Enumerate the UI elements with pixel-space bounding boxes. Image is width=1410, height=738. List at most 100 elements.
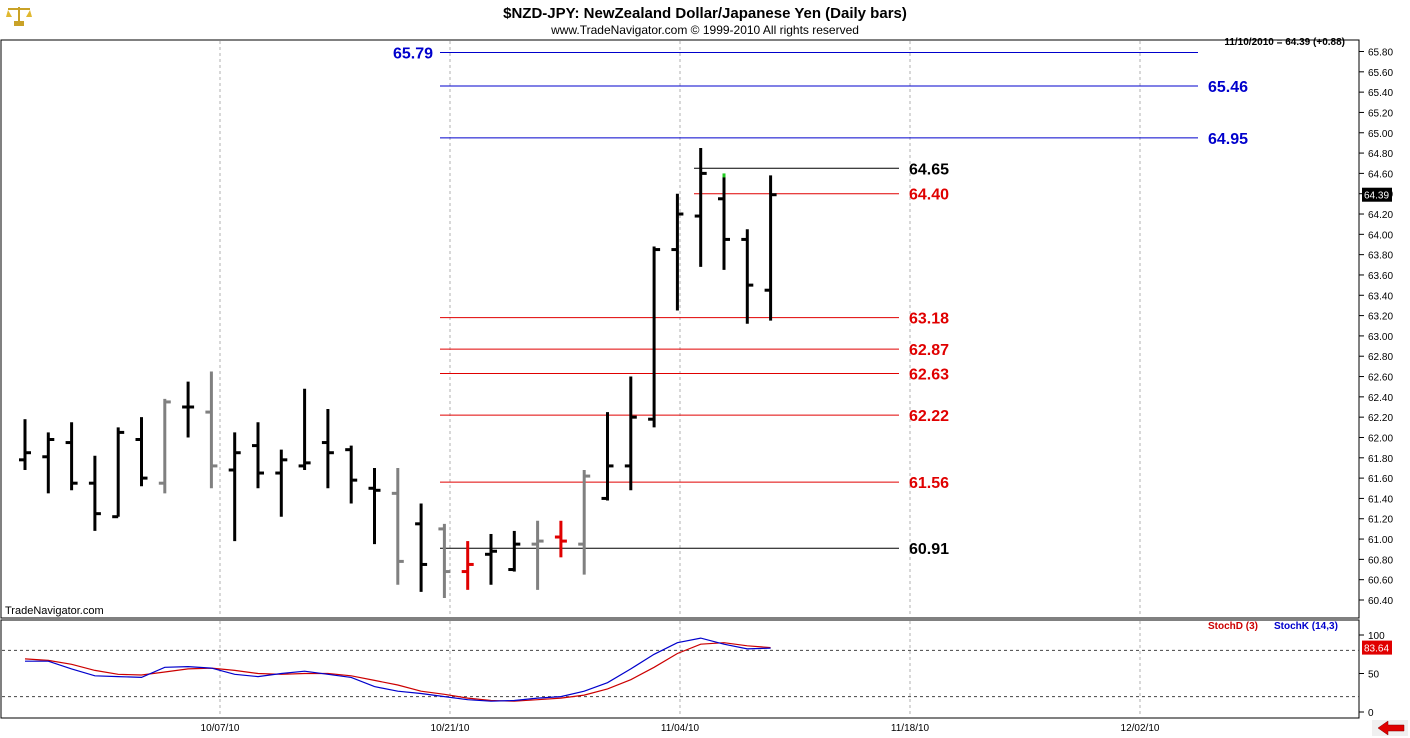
ohlc-bar: [741, 229, 754, 324]
ohlc-bar: [764, 175, 777, 321]
ohlc-bar: [671, 193, 684, 311]
y-tick-label: 61.60: [1368, 474, 1393, 485]
ohlc-bar: [298, 388, 311, 470]
x-tick-label: 11/04/10: [661, 723, 700, 734]
ohlc-bar: [648, 246, 661, 428]
price-pane: [0, 39, 1360, 619]
legend-stoch-k: StochK (14,3): [1274, 621, 1338, 632]
ohlc-bar: [601, 412, 614, 501]
ohlc-bar: [345, 445, 358, 504]
copyright-text: www.TradeNavigator.com © 1999-2010 All r…: [550, 23, 859, 37]
ohlc-bar: [438, 523, 451, 598]
level-label: 62.22: [909, 408, 949, 425]
level-label: 65.79: [393, 46, 433, 63]
level-label: 62.63: [909, 366, 949, 383]
y-tick-label: 63.60: [1368, 271, 1393, 282]
ohlc-bar: [368, 467, 381, 545]
y-tick-label: 60.60: [1368, 576, 1393, 587]
left-arrow-icon[interactable]: [1372, 720, 1408, 736]
y-tick-label: 65.80: [1368, 48, 1393, 59]
stoch-k-line: [25, 637, 771, 702]
ohlc-bar: [42, 432, 55, 494]
ohlc-bar: [275, 449, 288, 517]
y-tick-label: 61.40: [1368, 494, 1393, 505]
y-tick-label: 62.40: [1368, 393, 1393, 404]
y-tick-label: 64.00: [1368, 230, 1393, 241]
ohlc-bar: [554, 520, 567, 558]
x-tick-label: 10/07/10: [201, 723, 240, 734]
ohlc-bar: [694, 147, 707, 267]
y-tick-label: 64.20: [1368, 210, 1393, 221]
ohlc-bar: [19, 419, 31, 470]
ohlc-bar: [508, 530, 521, 572]
ohlc-bar: [205, 371, 218, 489]
y-tick-label: 63.40: [1368, 291, 1393, 302]
ohlc-bar: [461, 541, 474, 590]
y-tick-label: 65.60: [1368, 68, 1393, 79]
logo-icon: [6, 7, 32, 26]
level-label: 63.18: [909, 311, 949, 328]
last-quote: 11/10/2010 = 64.39 (+0.88): [1224, 37, 1345, 48]
y-tick-label: 62.20: [1368, 413, 1393, 424]
y-tick-label: 63.20: [1368, 312, 1393, 323]
y-tick-label: 60.40: [1368, 596, 1393, 607]
y-tick-label: 63.80: [1368, 251, 1393, 262]
y-tick-label: 64.60: [1368, 169, 1393, 180]
ohlc-bar: [391, 467, 404, 585]
ohlc-bar: [158, 398, 171, 494]
ohlc-bar: [578, 469, 591, 575]
stoch-y-tick-label: 100: [1368, 631, 1385, 642]
y-tick-label: 63.00: [1368, 332, 1393, 343]
level-label: 64.40: [909, 187, 949, 204]
ohlc-bar: [252, 422, 264, 489]
level-label: 65.46: [1208, 79, 1248, 96]
stoch-value-tag: [1362, 640, 1392, 655]
y-tick-label: 62.60: [1368, 373, 1393, 384]
stoch-y-tick-label: 0: [1368, 708, 1374, 719]
y-tick-label: 61.80: [1368, 454, 1393, 465]
ohlc-bar: [228, 432, 241, 542]
y-tick-label: 65.00: [1368, 129, 1393, 140]
ohlc-bar: [135, 417, 148, 487]
stochastic-panel: 100 50 0 StochD (3) StochK (14,3) 83.64: [2, 621, 1392, 719]
y-tick-label: 61.00: [1368, 535, 1393, 546]
level-label: 62.87: [909, 342, 949, 359]
y-tick-label: 60.80: [1368, 555, 1393, 566]
y-tick-label: 61.20: [1368, 515, 1393, 526]
ohlc-bar: [321, 409, 334, 489]
legend-stoch-d: StochD (3): [1208, 621, 1258, 632]
price-tag-label: 64.39: [1364, 191, 1389, 202]
stoch-pane: [0, 619, 1360, 719]
ohlc-bars: [19, 147, 777, 598]
chart-title: $NZD-JPY: NewZealand Dollar/Japanese Yen…: [503, 5, 907, 22]
watermark: TradeNavigator.com: [5, 605, 104, 617]
ohlc-bar: [65, 422, 78, 491]
ohlc-bar: [531, 520, 544, 590]
date-axis: 10/07/10 10/21/10 11/04/10 11/18/10 12/02/10: [201, 723, 1160, 734]
y-tick-label: 64.80: [1368, 149, 1393, 160]
y-tick-label: 65.40: [1368, 88, 1393, 99]
level-label: 64.95: [1208, 131, 1248, 148]
level-label: 64.65: [909, 161, 949, 178]
ohlc-bar: [624, 376, 637, 491]
ohlc-bar: [485, 533, 497, 585]
price-axis: 65.8065.6065.4065.2065.0064.8064.6064.40…: [1359, 48, 1393, 607]
stoch-value-tag-label: 83.64: [1364, 644, 1389, 655]
y-tick-label: 65.20: [1368, 108, 1393, 119]
y-tick-label: 62.80: [1368, 352, 1393, 363]
y-tick-label: 62.00: [1368, 433, 1393, 444]
ohlc-bar: [415, 503, 428, 592]
ohlc-bar: [112, 427, 125, 519]
price-tag: [1362, 187, 1392, 202]
ohlc-bar: [88, 455, 101, 531]
grid: [219, 41, 1141, 717]
level-label: 60.91: [909, 541, 949, 558]
ohlc-bar: [718, 175, 730, 270]
x-tick-label: 11/18/10: [891, 723, 930, 734]
x-tick-label: 12/02/10: [1121, 723, 1160, 734]
level-label: 61.56: [909, 475, 949, 492]
x-tick-label: 10/21/10: [431, 723, 470, 734]
stoch-y-tick-label: 50: [1368, 670, 1380, 681]
price-levels: 65.79 65.46 64.95 64.65 64.40 63.18 62.87 62.63…: [393, 46, 1248, 559]
